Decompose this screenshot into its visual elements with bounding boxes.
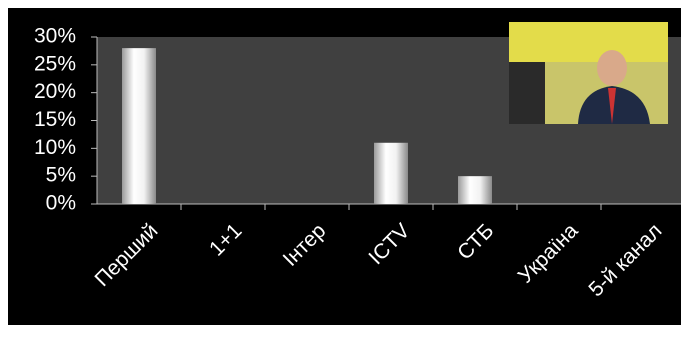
y-tick-label: 10%	[34, 136, 76, 159]
video-person-left	[509, 62, 545, 124]
y-tick-label: 30%	[34, 25, 76, 48]
video-banner	[509, 22, 668, 62]
y-tick-label: 25%	[34, 52, 76, 75]
y-tick-label: 15%	[34, 108, 76, 131]
y-tick-label: 0%	[46, 192, 76, 215]
video-inset	[509, 22, 668, 124]
y-tick-label: 20%	[34, 80, 76, 103]
bar	[458, 176, 492, 204]
bar	[122, 48, 156, 205]
video-face	[597, 50, 627, 86]
bar	[374, 142, 408, 204]
video-tie	[608, 88, 616, 124]
y-tick-label: 5%	[46, 164, 76, 187]
